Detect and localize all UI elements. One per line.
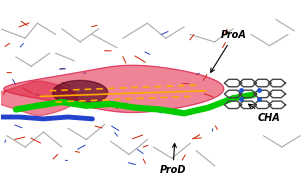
Text: ProA: ProA	[211, 30, 247, 72]
Polygon shape	[0, 81, 77, 115]
Polygon shape	[4, 65, 224, 112]
Text: CHA: CHA	[249, 104, 280, 123]
Text: ProD: ProD	[160, 143, 186, 175]
Polygon shape	[52, 81, 108, 105]
